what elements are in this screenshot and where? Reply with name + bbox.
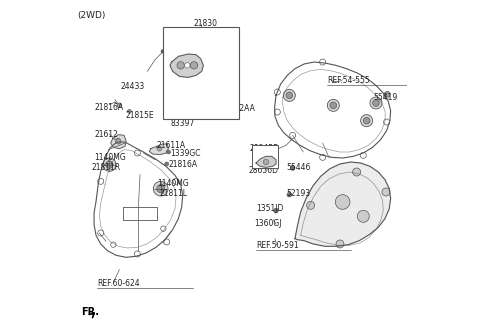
Circle shape	[287, 192, 292, 197]
Text: 1339GC: 1339GC	[170, 149, 201, 158]
Text: 83397: 83397	[170, 119, 194, 128]
Text: 21612: 21612	[94, 130, 118, 139]
Text: 1152AA: 1152AA	[225, 103, 255, 113]
Circle shape	[336, 195, 350, 209]
Text: 1140MG: 1140MG	[157, 179, 189, 188]
Circle shape	[336, 240, 344, 248]
Circle shape	[384, 91, 390, 97]
Circle shape	[382, 188, 390, 196]
Circle shape	[353, 168, 360, 176]
Circle shape	[103, 158, 116, 171]
Text: 55419: 55419	[373, 93, 397, 102]
Circle shape	[274, 208, 278, 213]
Bar	[252, 145, 278, 168]
Text: 52193: 52193	[286, 190, 310, 199]
Text: 24433: 24433	[121, 82, 145, 91]
Polygon shape	[256, 156, 276, 167]
Circle shape	[363, 117, 370, 124]
Circle shape	[127, 109, 132, 113]
Circle shape	[307, 201, 315, 209]
Text: 21811R: 21811R	[92, 163, 121, 171]
Circle shape	[330, 102, 336, 109]
Circle shape	[177, 62, 184, 69]
Circle shape	[264, 159, 269, 165]
Circle shape	[290, 166, 295, 170]
Polygon shape	[111, 135, 126, 149]
Circle shape	[154, 181, 168, 196]
Text: 1339GA: 1339GA	[168, 97, 199, 106]
Text: 1351JD: 1351JD	[256, 204, 283, 213]
Circle shape	[165, 162, 168, 166]
Circle shape	[327, 99, 339, 111]
Circle shape	[156, 185, 165, 193]
Text: REF.60-624: REF.60-624	[97, 280, 140, 289]
Circle shape	[191, 62, 198, 69]
Circle shape	[286, 92, 293, 99]
Bar	[163, 27, 240, 119]
Text: REF.50-591: REF.50-591	[256, 241, 299, 250]
Polygon shape	[295, 162, 391, 246]
Text: 28945B: 28945B	[249, 144, 278, 153]
Circle shape	[185, 63, 190, 68]
Circle shape	[357, 210, 369, 222]
Circle shape	[370, 97, 382, 109]
Circle shape	[106, 161, 113, 168]
Text: 21830: 21830	[193, 18, 217, 28]
Text: 1360GJ: 1360GJ	[254, 219, 281, 228]
Text: 21811L: 21811L	[159, 190, 187, 199]
Circle shape	[116, 139, 121, 144]
Circle shape	[157, 146, 162, 151]
Text: 21816A: 21816A	[168, 160, 197, 169]
Text: 1140MG: 1140MG	[94, 153, 126, 162]
Circle shape	[360, 115, 372, 127]
Circle shape	[117, 103, 122, 108]
Polygon shape	[170, 54, 204, 77]
Text: 21611A: 21611A	[156, 141, 185, 150]
Text: 28656D: 28656D	[248, 166, 278, 175]
Circle shape	[283, 89, 295, 101]
Circle shape	[372, 100, 379, 107]
Text: REF.54-555: REF.54-555	[327, 76, 370, 85]
Polygon shape	[149, 144, 168, 155]
Circle shape	[167, 150, 170, 154]
Text: 21815E: 21815E	[125, 111, 154, 120]
Text: FR.: FR.	[81, 307, 99, 317]
Circle shape	[161, 50, 164, 53]
Text: 21816A: 21816A	[94, 103, 123, 112]
Text: 55446: 55446	[286, 163, 311, 172]
Text: (2WD): (2WD)	[77, 11, 106, 20]
